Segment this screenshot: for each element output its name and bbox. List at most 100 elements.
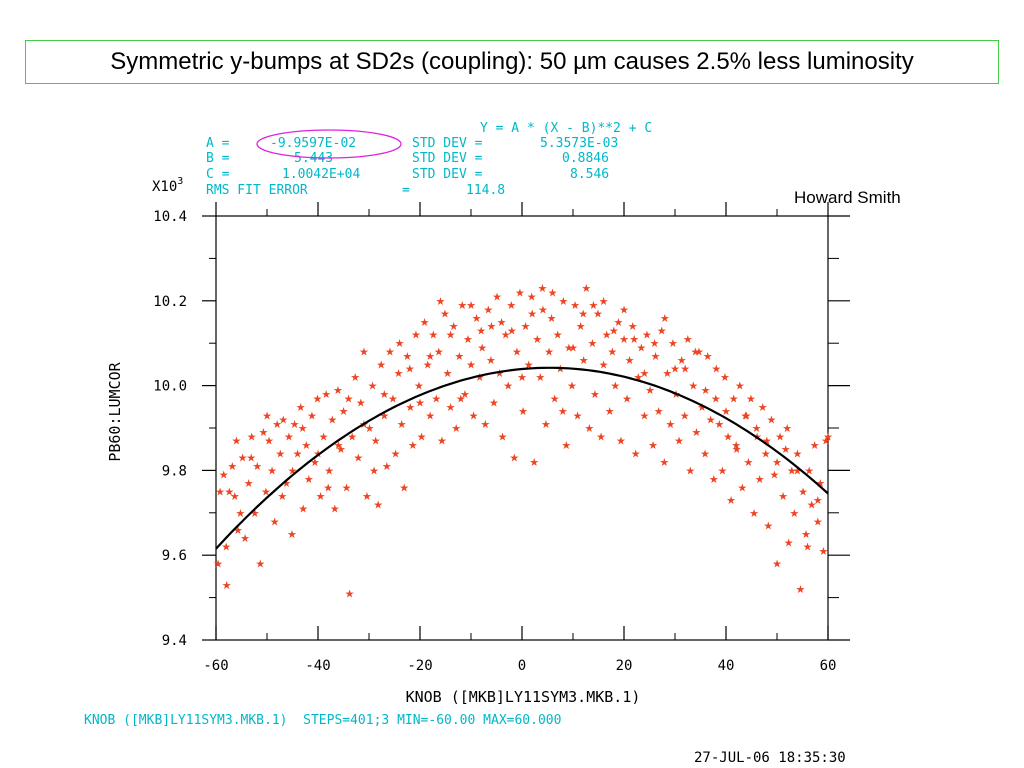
- fit-rms-value: 114.8: [466, 183, 506, 198]
- data-point: ★: [278, 414, 288, 427]
- data-point: ★: [588, 299, 598, 312]
- data-point: ★: [758, 401, 768, 414]
- data-point: ★: [304, 473, 314, 486]
- data-point: ★: [538, 303, 548, 316]
- y-tick-label: 9.6: [162, 548, 187, 564]
- data-point: ★: [639, 367, 649, 380]
- data-point: ★: [567, 380, 577, 393]
- data-point: ★: [379, 409, 389, 422]
- knob-info: KNOB ([MKB]LY11SYM3.MKB.1) STEPS=401;3 M…: [84, 713, 562, 728]
- fit-row-c-label: C =: [206, 167, 230, 182]
- data-point: ★: [313, 392, 323, 405]
- data-point: ★: [668, 337, 678, 350]
- data-point: ★: [697, 401, 707, 414]
- data-point: ★: [659, 456, 669, 469]
- data-point: ★: [755, 473, 765, 486]
- data-point: ★: [547, 312, 557, 325]
- data-point: ★: [550, 392, 560, 405]
- data-point: ★: [486, 320, 496, 333]
- data-point: ★: [532, 333, 542, 346]
- data-point: ★: [255, 558, 265, 571]
- data-point: ★: [732, 443, 742, 456]
- data-point: ★: [512, 346, 522, 359]
- data-point: ★: [690, 346, 700, 359]
- data-point: ★: [261, 486, 271, 499]
- slide-title: Symmetric y-bumps at SD2s (coupling): 50…: [25, 40, 999, 84]
- data-point: ★: [489, 397, 499, 410]
- data-point: ★: [231, 435, 241, 448]
- data-point: ★: [605, 405, 615, 418]
- data-point: ★: [345, 587, 355, 600]
- data-point: ★: [330, 503, 340, 516]
- data-point: ★: [443, 367, 453, 380]
- data-point: ★: [657, 324, 667, 337]
- data-point: ★: [506, 299, 516, 312]
- data-point: ★: [749, 507, 759, 520]
- data-point: ★: [379, 388, 389, 401]
- fit-row-b: B = 5.443 STD DEV = 0.8846: [206, 151, 609, 166]
- data-point: ★: [321, 388, 331, 401]
- data-point: ★: [578, 308, 588, 321]
- data-point: ★: [683, 333, 693, 346]
- data-point: ★: [298, 503, 308, 516]
- x-tick-label: 0: [518, 658, 526, 674]
- data-point: ★: [584, 422, 594, 435]
- data-point: ★: [674, 435, 684, 448]
- data-point: ★: [737, 481, 747, 494]
- fit-row-c-std-label: STD DEV =: [412, 167, 483, 182]
- data-point: ★: [772, 456, 782, 469]
- data-point: ★: [619, 303, 629, 316]
- data-point: ★: [215, 486, 225, 499]
- data-point: ★: [486, 354, 496, 367]
- data-point: ★: [807, 498, 817, 511]
- data-point: ★: [244, 477, 254, 490]
- data-point: ★: [347, 430, 357, 443]
- data-point: ★: [631, 447, 641, 460]
- data-point: ★: [476, 324, 486, 337]
- data-point: ★: [524, 358, 534, 371]
- data-point: ★: [460, 388, 470, 401]
- data-point: ★: [399, 481, 409, 494]
- data-point: ★: [222, 579, 232, 592]
- data-point: ★: [466, 299, 476, 312]
- axis-tick-labels: -60 -40 -20 0 20 40 60 9.4 9.6 9.8 10.0 10.2 10.4: [153, 209, 836, 674]
- data-point: ★: [711, 363, 721, 376]
- data-point: ★: [558, 405, 568, 418]
- data-point: ★: [350, 371, 360, 384]
- data-point: ★: [781, 443, 791, 456]
- data-point: ★: [642, 329, 652, 342]
- data-point: ★: [501, 329, 511, 342]
- data-point: ★: [599, 358, 609, 371]
- data-point: ★: [382, 460, 392, 473]
- data-point: ★: [446, 401, 456, 414]
- data-point: ★: [230, 490, 240, 503]
- fit-row-b-std-value: 0.8846: [562, 151, 609, 166]
- data-point: ★: [752, 422, 762, 435]
- data-point: ★: [290, 418, 300, 431]
- data-point: ★: [625, 354, 635, 367]
- x-tick-label: 40: [718, 658, 735, 674]
- data-point: ★: [246, 452, 256, 465]
- data-point: ★: [262, 409, 272, 422]
- data-point: ★: [740, 409, 750, 422]
- data-point: ★: [518, 405, 528, 418]
- fit-equation: Y = A * (X - B)**2 + C: [480, 121, 653, 136]
- y-multiplier-base: X10: [152, 179, 177, 195]
- data-point: ★: [472, 312, 482, 325]
- data-point: ★: [359, 346, 369, 359]
- data-point: ★: [778, 490, 788, 503]
- data-point: ★: [813, 494, 823, 507]
- fit-row-b-label: B =: [206, 151, 230, 166]
- data-point: ★: [587, 337, 597, 350]
- data-point: ★: [344, 392, 354, 405]
- data-point: ★: [766, 414, 776, 427]
- data-point: ★: [521, 320, 531, 333]
- data-point: ★: [397, 418, 407, 431]
- data-point: ★: [694, 346, 704, 359]
- data-point: ★: [272, 418, 282, 431]
- fit-row-a: A = -9.9597E-02 STD DEV = 5.3573E-03: [206, 136, 618, 151]
- data-point: ★: [711, 392, 721, 405]
- data-point: ★: [714, 418, 724, 431]
- x-tick-label: 60: [820, 658, 837, 674]
- data-point: ★: [495, 367, 505, 380]
